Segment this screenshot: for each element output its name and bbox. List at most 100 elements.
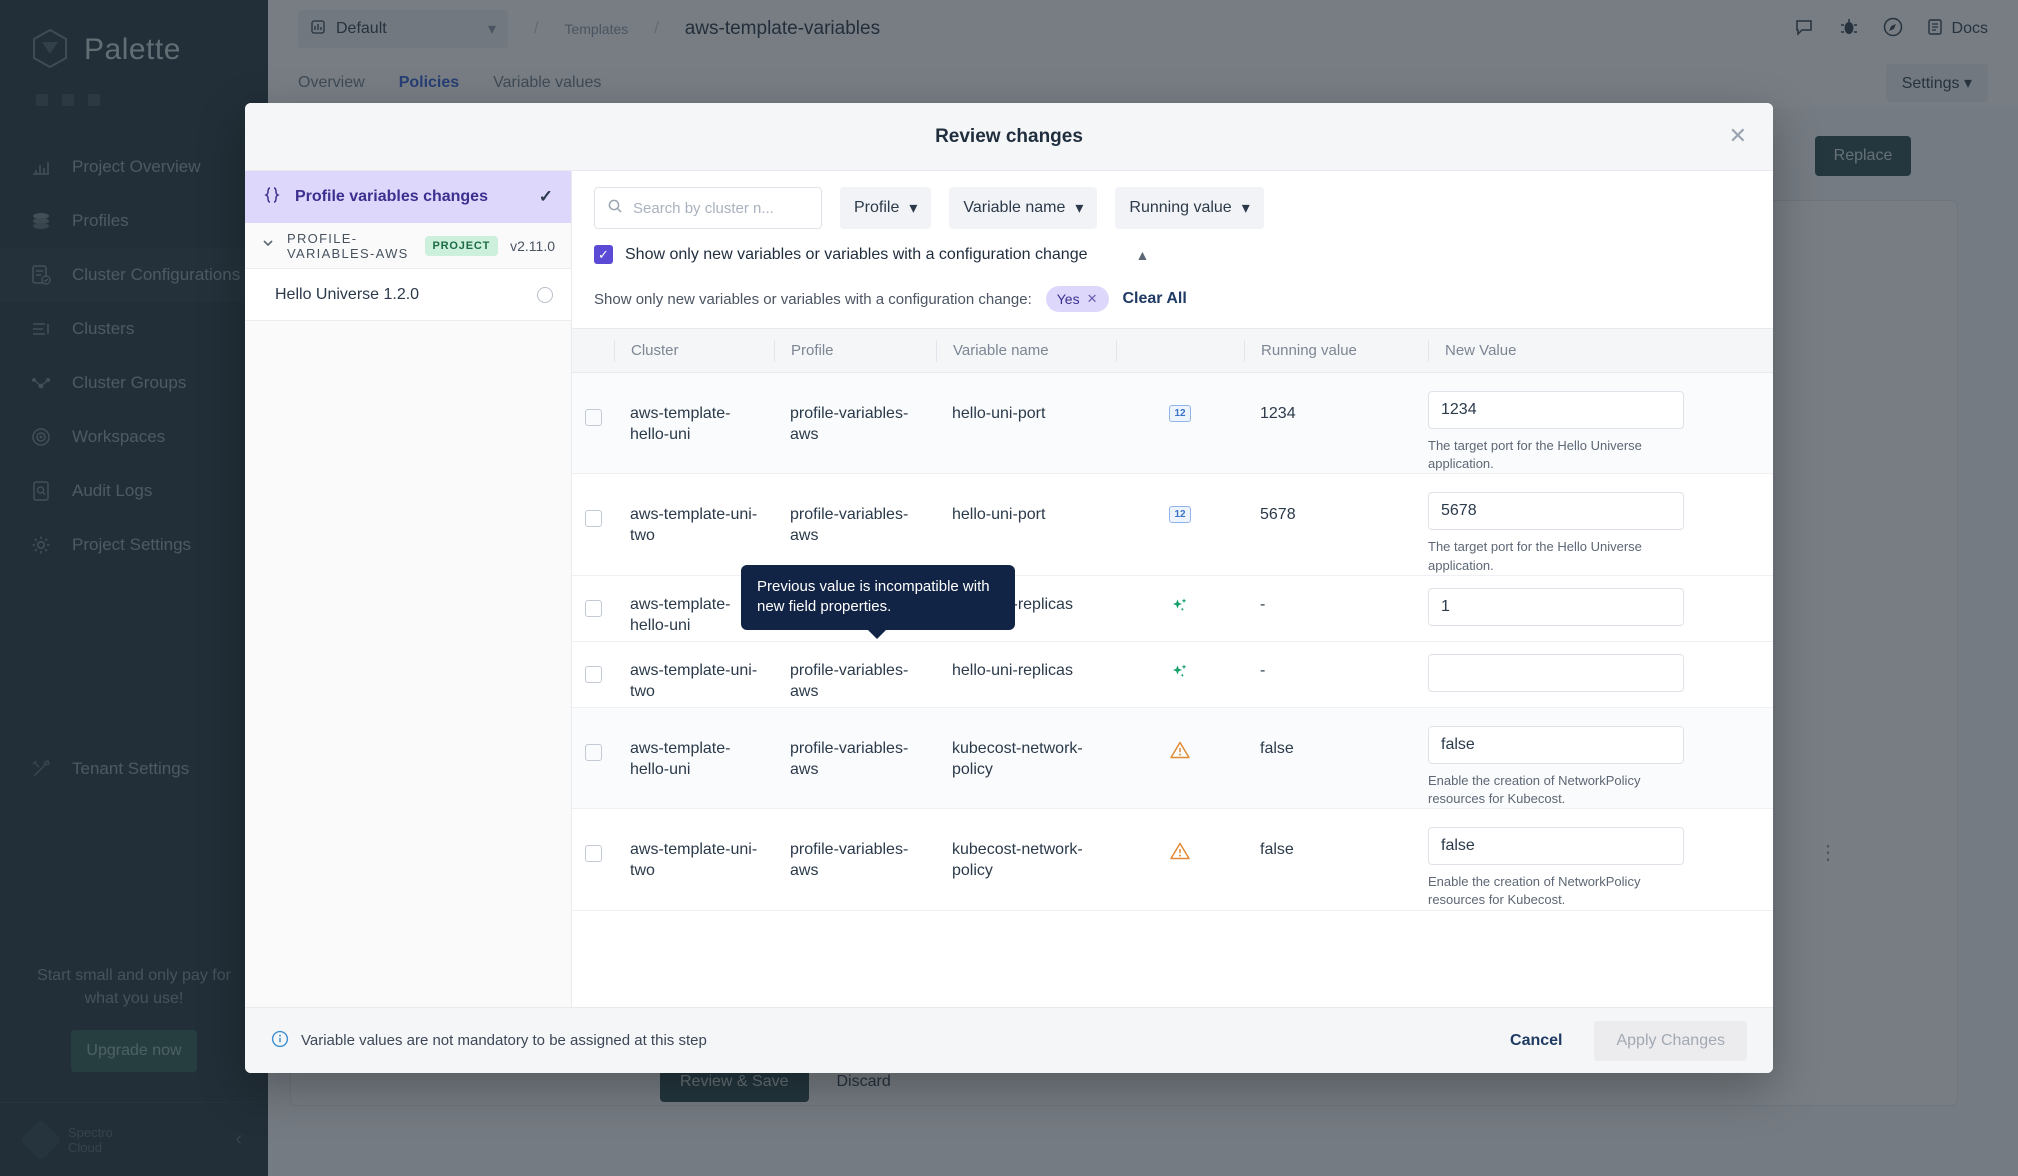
close-icon[interactable]: ✕ [1728, 123, 1747, 148]
footer-note-text: Variable values are not mandatory to be … [301, 1032, 707, 1049]
new-value-input[interactable] [1428, 492, 1684, 531]
cell-running-value: false [1260, 739, 1294, 757]
profile-group-header[interactable]: PROFILE-VARIABLES-AWS PROJECT v2.11.0 [245, 223, 571, 269]
column-header-running-value: Running value [1244, 339, 1416, 362]
search-icon [607, 198, 623, 219]
profile-version: v2.11.0 [510, 237, 555, 254]
cell-running-value: false [1260, 841, 1294, 859]
applied-filter-label: Show only new variables or variables wit… [594, 290, 1032, 308]
variables-table[interactable]: Cluster Profile Variable name Running v [572, 329, 1773, 1007]
chevron-down-icon [261, 236, 275, 255]
review-changes-modal: Review changes ✕ Profile variables chang… [245, 103, 1773, 1073]
list-item[interactable]: Hello Universe 1.2.0 [245, 269, 571, 321]
row-checkbox[interactable] [584, 409, 602, 426]
modal-title: Review changes [935, 125, 1083, 147]
project-badge: PROJECT [424, 235, 499, 256]
applied-filters-row: Show only new variables or variables wit… [572, 274, 1773, 329]
modal-body: Profile variables changes ✓ PROFILE-VARI… [245, 171, 1773, 1007]
cell-variable-name: kubecost-network-policy [952, 841, 1083, 880]
number-type-icon: 12 [1169, 506, 1191, 524]
pack-label: Hello Universe 1.2.0 [275, 285, 420, 303]
row-checkbox-cell [572, 708, 614, 761]
table-row[interactable]: aws-template-uni-two profile-variables-a… [572, 642, 1773, 708]
chevron-down-icon: ▾ [1075, 200, 1084, 217]
braces-icon [263, 186, 281, 209]
apply-changes-button[interactable]: Apply Changes [1594, 1020, 1747, 1061]
modal-footer: Variable values are not mandatory to be … [245, 1007, 1773, 1073]
cell-cluster: aws-template-hello-uni [630, 405, 731, 444]
new-value-help: The target port for the Hello Universe a… [1428, 438, 1642, 472]
table-row[interactable]: aws-template-uni-two profile-variables-a… [572, 809, 1773, 911]
column-header-profile: Profile [774, 339, 936, 362]
table-row[interactable]: aws-template-hello-uni profile-variables… [572, 373, 1773, 475]
new-value-input[interactable] [1428, 391, 1684, 429]
new-value-input[interactable] [1428, 725, 1684, 764]
info-icon [271, 1030, 289, 1052]
cell-variable-name: hello-uni-replicas [952, 661, 1073, 679]
cell-cluster: aws-template-uni-two [630, 661, 758, 700]
row-checkbox[interactable] [584, 743, 602, 761]
table-row[interactable]: aws-template-hello-uni profile-variables… [572, 707, 1773, 810]
cell-profile: profile-variables-aws [790, 506, 909, 545]
search-box[interactable] [594, 187, 822, 229]
column-header-cluster: Cluster [614, 339, 774, 362]
chevron-up-icon[interactable]: ▲ [1135, 246, 1150, 263]
cell-cluster: aws-template-uni-two [630, 841, 758, 880]
row-checkbox[interactable] [584, 510, 602, 528]
row-checkbox[interactable] [584, 599, 602, 617]
cell-profile: profile-variables-aws [790, 739, 909, 778]
clear-all-button[interactable]: Clear All [1122, 290, 1187, 307]
new-value-input[interactable] [1428, 827, 1684, 866]
cell-running-value: - [1260, 595, 1266, 613]
chevron-down-icon: ▾ [909, 200, 918, 217]
modal-left-pane: Profile variables changes ✓ PROFILE-VARI… [245, 171, 572, 1007]
show-only-changed-label: Show only new variables or variables wit… [625, 245, 1088, 263]
modal-header: Review changes ✕ [245, 103, 1773, 171]
row-checkbox-cell [572, 474, 614, 528]
left-pane-header-label: Profile variables changes [295, 188, 488, 205]
row-checkbox[interactable] [584, 665, 602, 683]
cell-variable-name: kubecost-network-policy [952, 739, 1083, 778]
profile-variables-changes-section[interactable]: Profile variables changes ✓ [245, 171, 571, 223]
warning-icon[interactable] [1169, 740, 1191, 765]
row-checkbox-cell [572, 642, 614, 683]
new-value-input[interactable] [1428, 653, 1684, 692]
table-header-row: Cluster Profile Variable name Running v [572, 329, 1773, 373]
new-value-help: Enable the creation of NetworkPolicy res… [1428, 772, 1641, 806]
cell-cluster: aws-template-uni-two [630, 506, 758, 545]
cell-running-value: 1234 [1260, 405, 1296, 422]
cell-running-value: - [1260, 661, 1266, 679]
table-row[interactable]: aws-template-uni-two profile-variables-a… [572, 474, 1773, 576]
filter-dropdown-profile[interactable]: Profile ▾ [840, 187, 932, 229]
cell-cluster: aws-template-hello-uni [630, 595, 731, 634]
filter-toolbar: Profile ▾ Variable name ▾ Running value … [572, 171, 1773, 241]
show-only-changed-row: ✓ Show only new variables or variables w… [572, 241, 1773, 274]
new-value-input[interactable] [1428, 587, 1684, 626]
cell-cluster: aws-template-hello-uni [630, 739, 731, 778]
check-icon: ✓ [538, 187, 553, 206]
cell-variable-name: hello-uni-port [952, 405, 1046, 422]
warning-icon[interactable] [1169, 841, 1191, 866]
column-header-new-value: New Value [1416, 339, 1773, 362]
row-checkbox-cell [572, 809, 614, 863]
sparkle-new-icon [1170, 662, 1190, 687]
pack-radio[interactable] [537, 286, 553, 303]
column-header-type [1116, 339, 1244, 362]
filter-dropdown-running-value[interactable]: Running value ▾ [1115, 187, 1264, 229]
footer-note: Variable values are not mandatory to be … [271, 1030, 707, 1052]
row-checkbox[interactable] [584, 845, 602, 863]
filter-dropdown-variable-name[interactable]: Variable name ▾ [949, 187, 1098, 229]
incompatible-value-tooltip: Previous value is incompatible with new … [741, 565, 1015, 638]
number-type-icon: 12 [1169, 405, 1191, 422]
new-value-help: Enable the creation of NetworkPolicy res… [1428, 874, 1641, 908]
column-header-variable-name: Variable name [936, 339, 1116, 362]
modal-right-pane: Profile ▾ Variable name ▾ Running value … [572, 171, 1773, 1007]
row-checkbox-cell [572, 373, 614, 426]
show-only-changed-checkbox[interactable]: ✓ [594, 245, 613, 264]
applied-filter-pill[interactable]: Yes ✕ [1045, 286, 1109, 312]
cell-variable-name: hello-uni-port [952, 506, 1046, 524]
close-icon[interactable]: ✕ [1086, 291, 1098, 306]
cancel-button[interactable]: Cancel [1510, 1031, 1563, 1049]
row-checkbox-cell [572, 576, 614, 617]
search-input[interactable] [633, 199, 809, 217]
